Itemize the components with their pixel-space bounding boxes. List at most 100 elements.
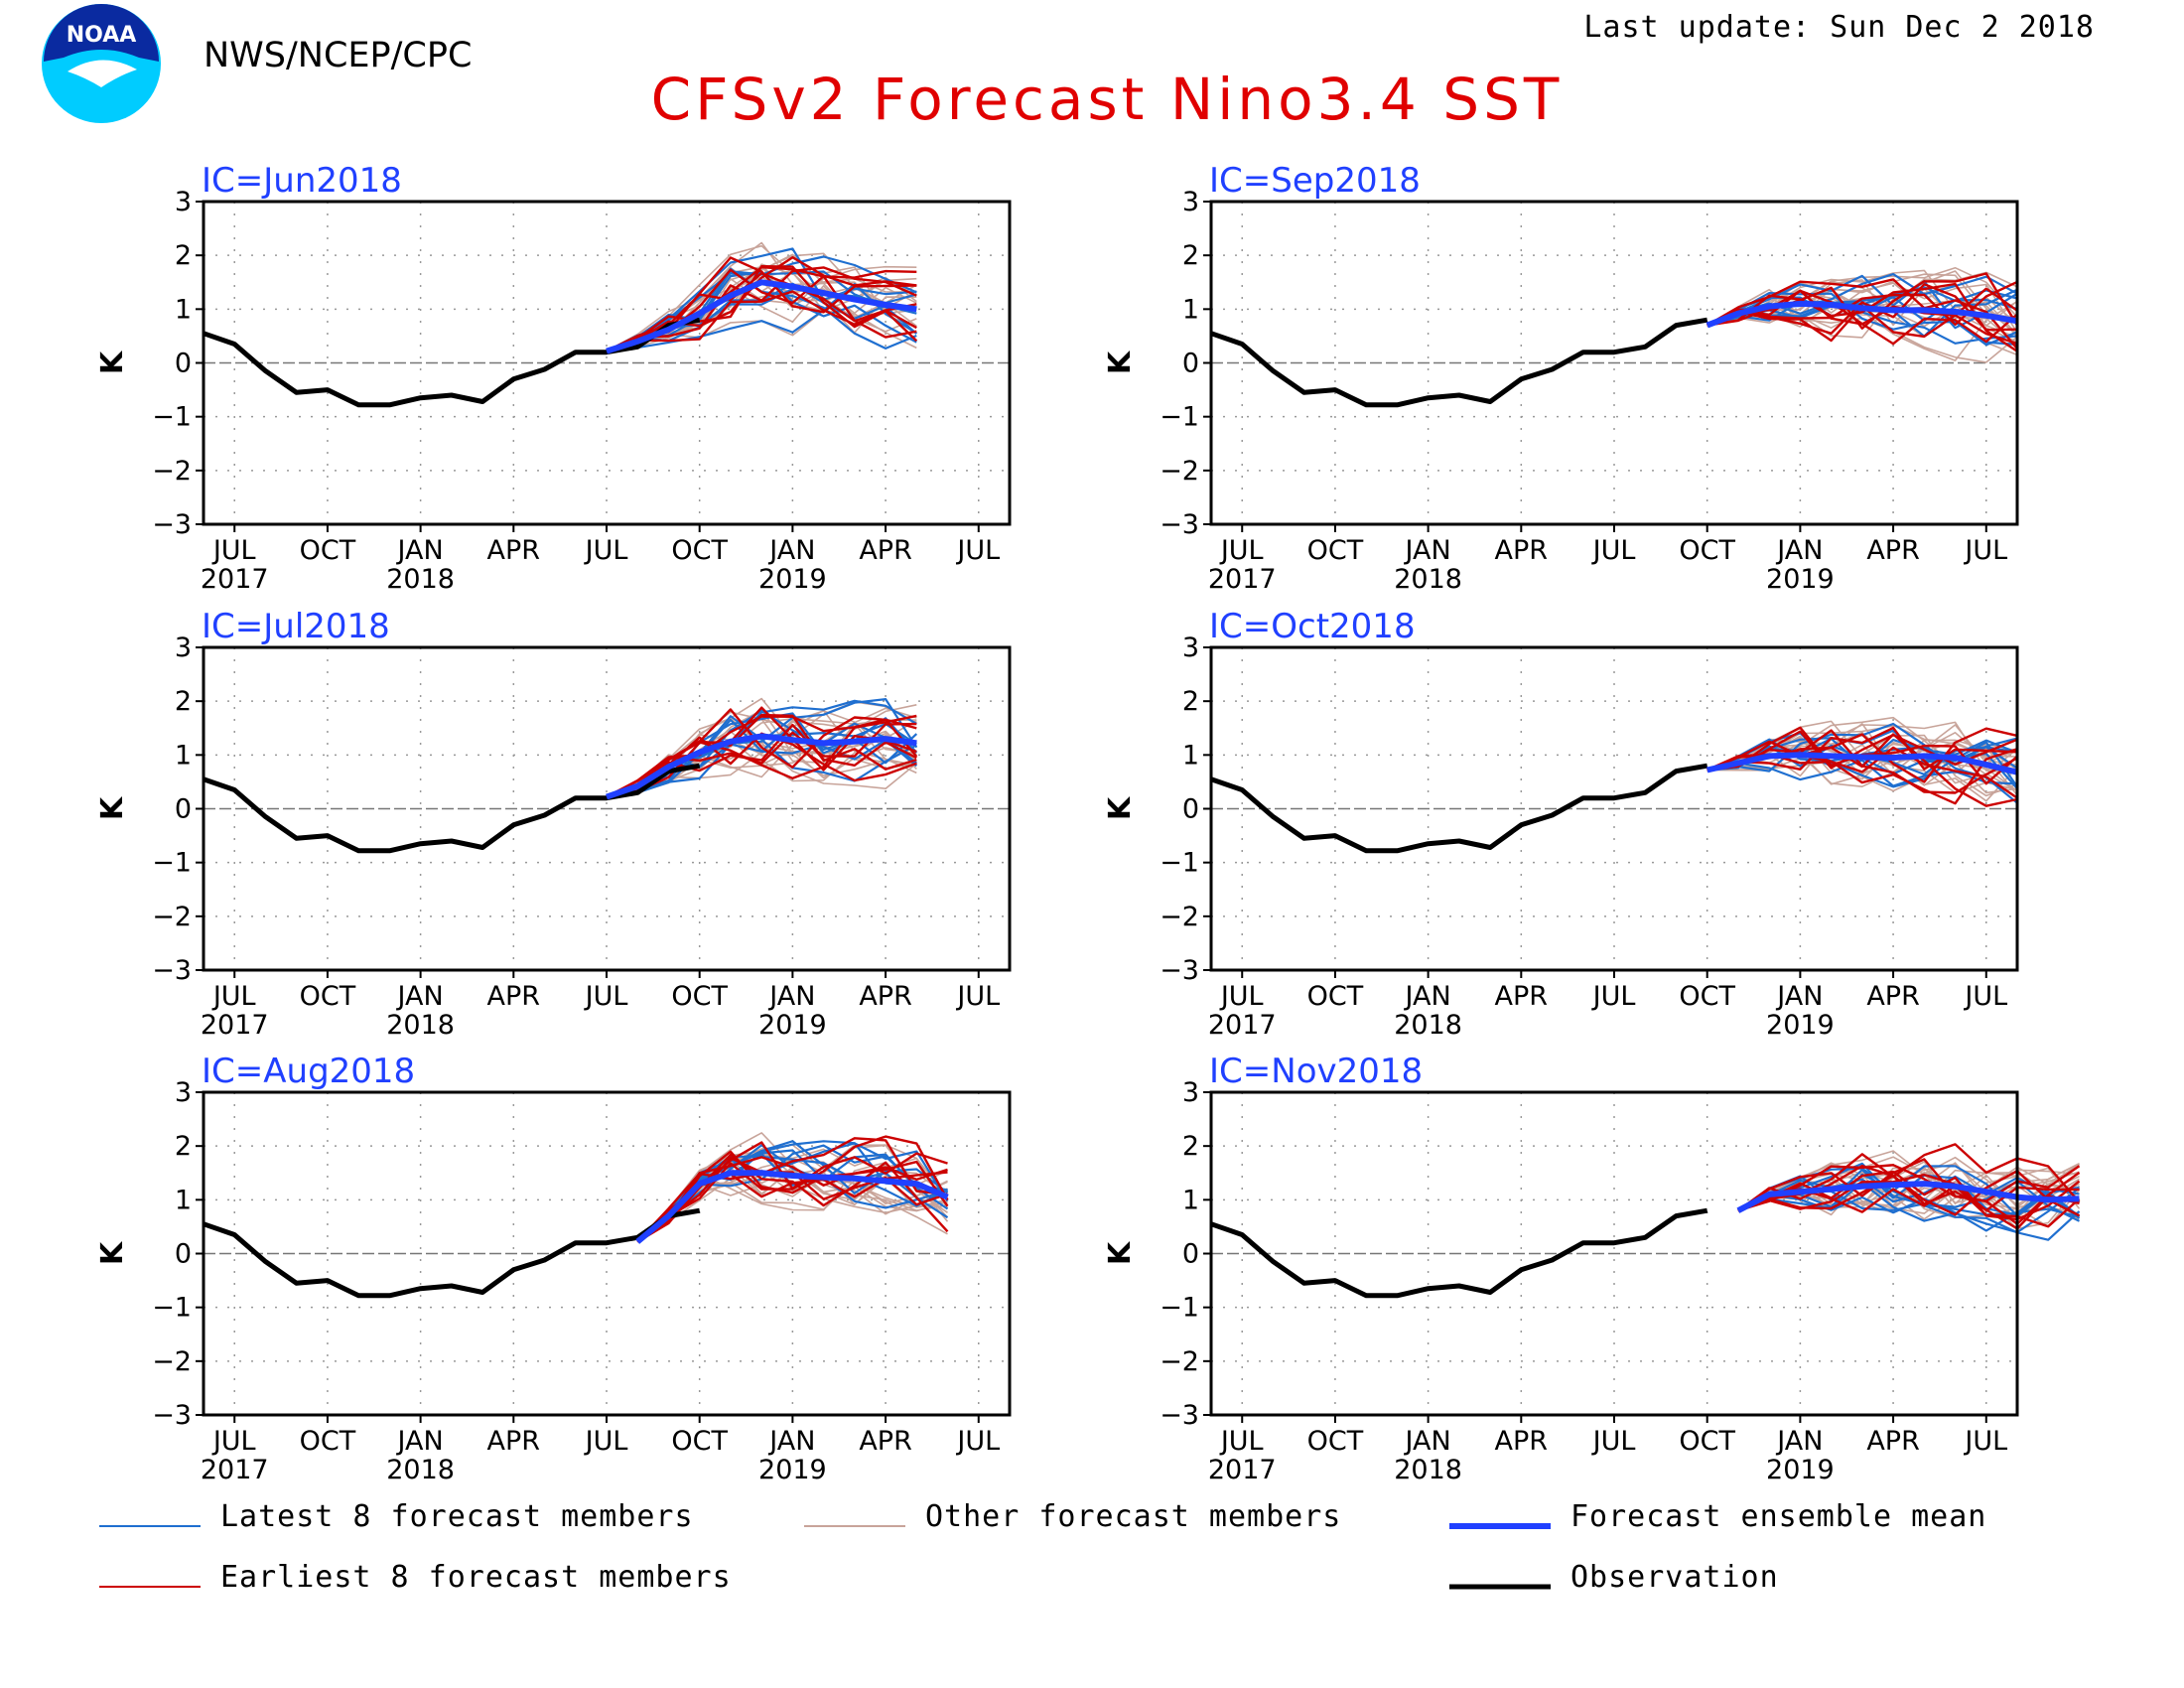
y-tick-label: −3 xyxy=(152,1400,192,1431)
y-axis-label: K xyxy=(95,795,130,820)
x-tick-year: 2018 xyxy=(1394,1010,1462,1041)
y-tick-label: −2 xyxy=(1160,902,1199,932)
y-tick-label: −1 xyxy=(152,848,192,879)
y-tick-label: −3 xyxy=(152,955,192,986)
y-tick-label: −3 xyxy=(152,509,192,540)
x-tick-label: JAN xyxy=(1404,981,1451,1012)
latest-member-line xyxy=(606,715,917,798)
latest-member-line xyxy=(1737,1182,2081,1234)
earliest-member-line xyxy=(606,713,917,798)
x-tick-label: JUL xyxy=(955,535,1000,566)
y-tick-label: 3 xyxy=(175,187,192,217)
observation-line xyxy=(1210,763,1708,854)
x-tick-year: 2018 xyxy=(1394,564,1462,595)
panel-title: IC=Aug2018 xyxy=(202,1052,415,1091)
y-tick-label: 0 xyxy=(1182,1239,1199,1270)
x-tick-year: 2019 xyxy=(1766,1455,1835,1485)
latest-member-line xyxy=(606,247,917,352)
x-tick-year: 2018 xyxy=(386,564,455,595)
x-tick-label: JUL xyxy=(584,535,628,566)
x-tick-label: JUL xyxy=(211,535,256,566)
y-tick-label: 3 xyxy=(175,633,192,663)
ensemble-mean-line xyxy=(635,1170,949,1244)
y-tick-label: −2 xyxy=(152,902,192,932)
x-tick-label: APR xyxy=(1866,981,1920,1012)
legend-item-latest: Latest 8 forecast members xyxy=(99,1499,693,1534)
y-tick-label: 1 xyxy=(175,1185,192,1215)
earliest-member-line xyxy=(636,1156,948,1243)
x-tick-label: OCT xyxy=(300,535,356,566)
x-tick-year: 2017 xyxy=(201,1010,269,1041)
legend-item-observation: Observation xyxy=(1449,1560,1778,1595)
latest-member-line xyxy=(1706,759,2018,787)
x-tick-year: 2019 xyxy=(758,1455,827,1485)
latest-member-line xyxy=(1706,292,2018,347)
panel-title: IC=Oct2018 xyxy=(1209,607,1416,646)
earliest-member-line xyxy=(606,723,917,798)
earliest-member-line xyxy=(636,1137,948,1243)
x-tick-label: JAN xyxy=(1404,1426,1451,1457)
x-tick-label: JUL xyxy=(1963,981,2007,1012)
y-tick-label: −3 xyxy=(1160,509,1199,540)
x-tick-label: APR xyxy=(1495,535,1549,566)
x-tick-label: JAN xyxy=(767,981,815,1012)
x-tick-label: JUL xyxy=(211,1426,256,1457)
x-tick-label: JUL xyxy=(1591,981,1636,1012)
earliest-member-line xyxy=(1706,740,2018,805)
earliest-member-line xyxy=(1706,726,2018,772)
y-axis-label: K xyxy=(1103,350,1138,374)
x-tick-label: JAN xyxy=(1775,535,1823,566)
y-tick-label: 2 xyxy=(175,1131,192,1162)
x-tick-year: 2017 xyxy=(201,564,269,595)
y-tick-label: −2 xyxy=(1160,456,1199,487)
x-tick-label: JAN xyxy=(1775,981,1823,1012)
x-tick-label: OCT xyxy=(300,1426,356,1457)
x-tick-label: JAN xyxy=(1404,535,1451,566)
x-tick-label: JUL xyxy=(584,981,628,1012)
x-tick-year: 2019 xyxy=(758,564,827,595)
x-tick-year: 2019 xyxy=(1766,1010,1835,1041)
x-tick-label: OCT xyxy=(671,1426,728,1457)
y-tick-label: −1 xyxy=(1160,402,1199,433)
ensemble-mean-line xyxy=(1736,1181,2080,1213)
x-tick-year: 2017 xyxy=(1208,1010,1277,1041)
x-tick-label: JUL xyxy=(584,1426,628,1457)
y-tick-label: −3 xyxy=(1160,955,1199,986)
panel-title: IC=Jul2018 xyxy=(202,607,390,646)
x-tick-label: JUL xyxy=(1591,535,1636,566)
x-tick-year: 2019 xyxy=(758,1010,827,1041)
x-tick-year: 2017 xyxy=(201,1455,269,1485)
earliest-member-line xyxy=(606,290,917,352)
latest-member-line xyxy=(606,283,917,352)
earliest-member-line xyxy=(1706,289,2018,346)
y-tick-label: 1 xyxy=(175,294,192,325)
y-tick-label: −3 xyxy=(1160,1400,1199,1431)
earliest-member-line xyxy=(1706,733,2018,807)
x-tick-label: OCT xyxy=(1679,981,1735,1012)
y-tick-label: 1 xyxy=(175,740,192,771)
x-tick-label: JUL xyxy=(1219,981,1264,1012)
x-tick-label: OCT xyxy=(1307,535,1364,566)
earliest-member-line xyxy=(1706,283,2018,335)
x-tick-label: APR xyxy=(1495,1426,1549,1457)
x-tick-label: JUL xyxy=(955,981,1000,1012)
earliest-member-line xyxy=(1737,1164,2080,1230)
x-tick-label: APR xyxy=(1866,1426,1920,1457)
y-axis-label: K xyxy=(1103,795,1138,820)
x-tick-year: 2018 xyxy=(386,1455,455,1485)
earliest-member-line xyxy=(636,1156,948,1243)
y-tick-label: −2 xyxy=(1160,1346,1199,1377)
y-tick-label: 0 xyxy=(1182,349,1199,379)
ensemble-mean-line xyxy=(1706,752,2018,775)
x-tick-label: APR xyxy=(487,535,541,566)
last-update: Last update: Sun Dec 2 2018 xyxy=(1583,10,2095,45)
org-label: NWS/NCEP/CPC xyxy=(204,36,473,75)
ensemble-mean-line xyxy=(606,279,917,354)
x-tick-label: JUL xyxy=(211,981,256,1012)
x-tick-label: OCT xyxy=(1679,535,1735,566)
observation-line xyxy=(1210,317,1708,408)
ensemble-mean-line xyxy=(1706,300,2018,329)
